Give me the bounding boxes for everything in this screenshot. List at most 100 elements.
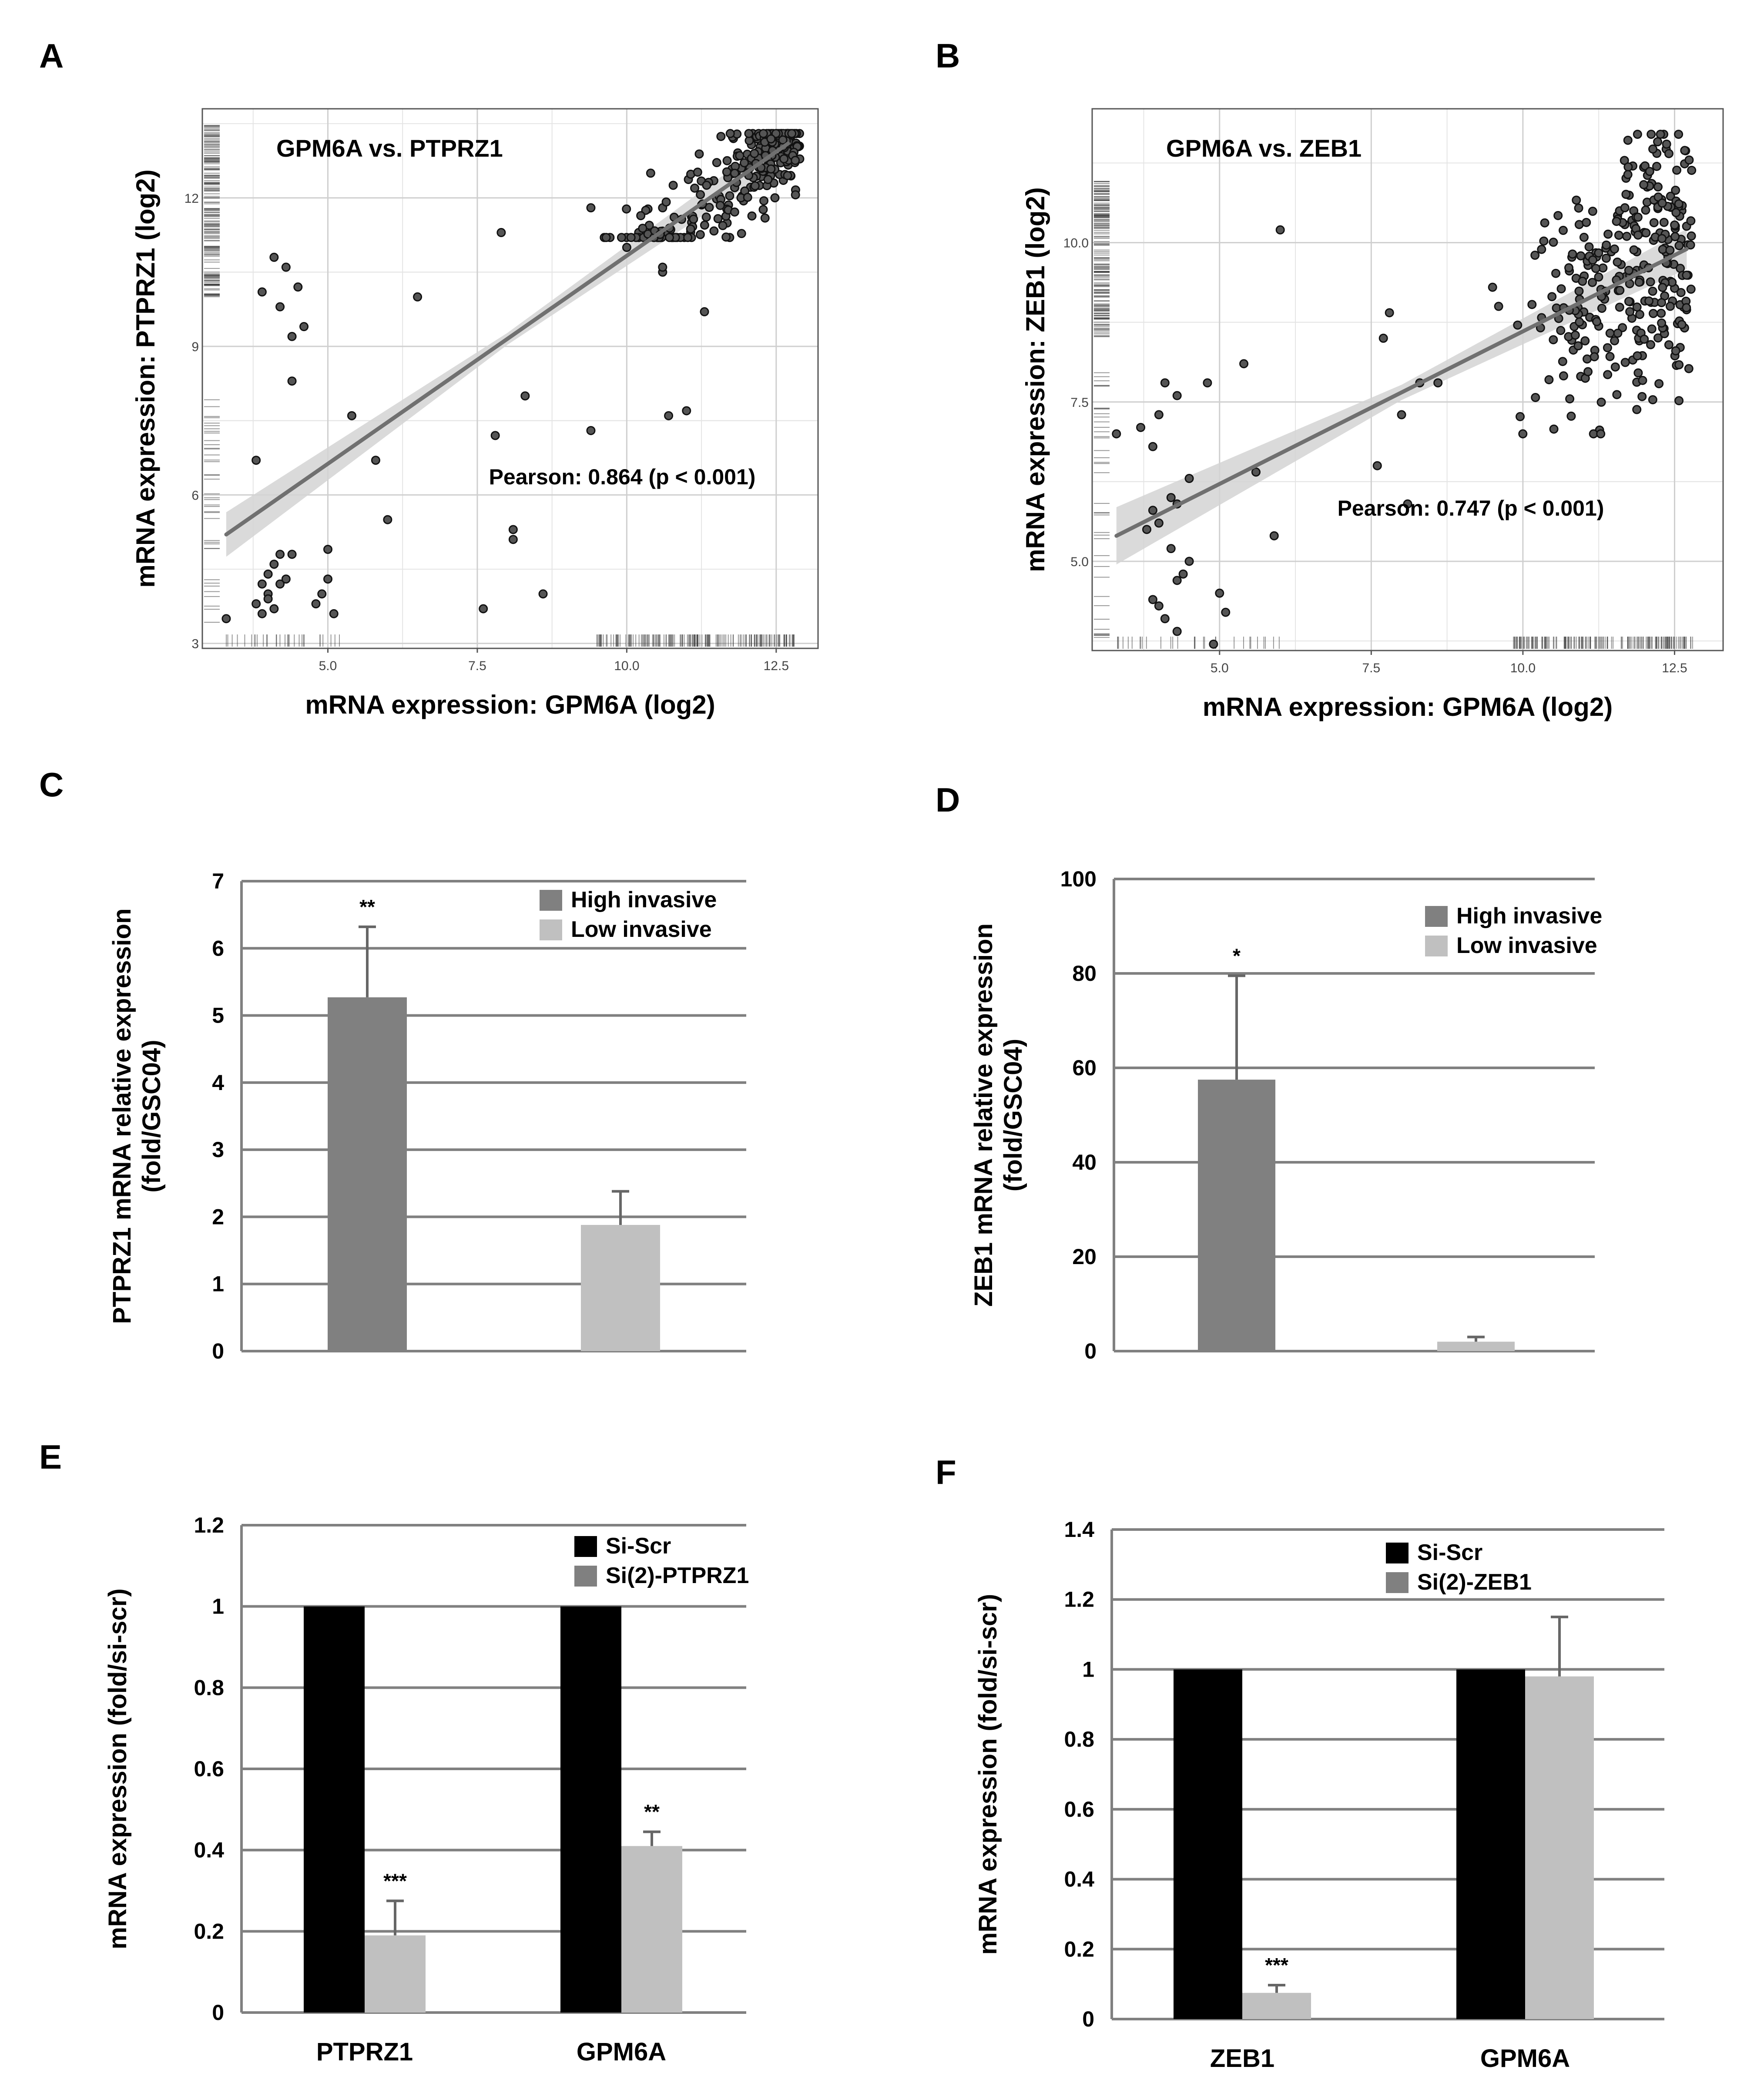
data-point [1548, 293, 1556, 301]
data-point [1559, 226, 1567, 234]
data-point [1569, 250, 1576, 258]
data-point [1634, 213, 1642, 221]
data-point [1137, 423, 1145, 431]
data-point [1687, 217, 1695, 225]
data-point [1666, 302, 1674, 310]
data-point [1671, 233, 1679, 241]
figure: A BC DE F5.0 7.5 10.0 12.536912GPM6A vs. PTPRZ… [0, 0, 1764, 2090]
data-point [480, 605, 487, 613]
data-point [759, 130, 767, 138]
data-point [1675, 131, 1683, 138]
data-point [1575, 204, 1583, 212]
data-point [1549, 336, 1557, 344]
y-tick-label: 0.8 [194, 1675, 224, 1700]
data-point [1642, 206, 1650, 214]
data-point [1597, 398, 1605, 406]
data-point [745, 130, 753, 138]
chart-title: GPM6A vs. ZEB1 [1166, 134, 1362, 162]
y-tick-label: 12 [184, 191, 199, 206]
data-point [1633, 131, 1641, 138]
bar-si-2-zeb1 [1525, 1677, 1594, 2020]
data-point [1633, 352, 1641, 360]
data-point [1671, 221, 1679, 229]
data-point [1673, 166, 1681, 174]
data-point [684, 234, 692, 242]
bar-si-scr [1456, 1669, 1525, 2019]
y-tick-label: 5.0 [1070, 555, 1089, 569]
data-point [1113, 430, 1120, 438]
y-tick-label: 1 [212, 1594, 224, 1619]
data-point [1649, 309, 1657, 317]
legend-swatch [1386, 1572, 1409, 1593]
data-point [264, 595, 272, 603]
data-point [1611, 363, 1619, 371]
data-point [767, 165, 775, 173]
significance-label: *** [1265, 1954, 1288, 1976]
data-point [1657, 309, 1665, 317]
data-point [1541, 219, 1549, 227]
y-tick-label: 1.2 [1064, 1587, 1094, 1612]
y-tick-label: 0 [1082, 2007, 1094, 2031]
data-point [1592, 265, 1600, 272]
category-label: GPM6A [577, 2038, 666, 2066]
data-point [1173, 577, 1181, 584]
data-point [717, 133, 725, 141]
data-point [1566, 395, 1574, 403]
y-tick-label: 1.2 [194, 1513, 224, 1537]
data-point [539, 590, 547, 598]
chart-title: GPM6A vs. PTPRZ1 [276, 134, 503, 162]
data-point [623, 244, 630, 252]
significance-label: *** [383, 1869, 407, 1892]
data-point [639, 225, 647, 232]
data-point [1657, 131, 1664, 138]
data-point [587, 204, 595, 212]
data-point [1379, 334, 1387, 342]
data-point [1625, 298, 1633, 305]
data-point [330, 610, 338, 617]
data-point [665, 234, 673, 242]
panel-letter-f: F [936, 1453, 956, 1491]
data-point [1573, 196, 1580, 204]
data-point [1623, 232, 1631, 240]
bar-low-invasive [1437, 1342, 1515, 1351]
data-point [252, 600, 260, 608]
panel-letter-a: A [39, 37, 64, 75]
data-point [587, 426, 595, 434]
data-point [1593, 318, 1601, 325]
data-point [312, 600, 320, 608]
panel-c-bars: 01234567** High invasiveLow invasivePTPRZ… [108, 869, 746, 1363]
data-point [1528, 301, 1536, 309]
data-point [1647, 341, 1655, 349]
data-point [1557, 285, 1565, 293]
legend-label: Si(2)-ZEB1 [1417, 1570, 1532, 1595]
panel-f-bars: 00.20.40.60.811.21.4***ZEB1 GPM6ASi-ScrSi… [974, 1517, 1664, 2073]
data-point [723, 157, 731, 164]
y-tick-label: 7 [212, 869, 224, 893]
data-point [1611, 337, 1619, 345]
data-point [1595, 273, 1603, 281]
data-point [258, 610, 266, 617]
data-point [1531, 252, 1539, 259]
data-point [1575, 287, 1583, 295]
legend-label: High invasive [1456, 903, 1602, 929]
y-tick-label: 1.4 [1064, 1517, 1094, 1542]
data-point [1550, 425, 1558, 433]
data-point [1545, 376, 1553, 384]
data-point [258, 288, 266, 296]
data-point [690, 215, 698, 223]
y-tick-label: 0.8 [1064, 1727, 1094, 1751]
bar-si-scr [1174, 1669, 1242, 2019]
data-point [1606, 329, 1614, 337]
data-point [1577, 252, 1585, 260]
legend-swatch [574, 1566, 597, 1587]
data-point [1604, 230, 1612, 238]
data-point [1672, 347, 1680, 355]
y-tick-label: 5 [212, 1003, 224, 1028]
data-point [509, 536, 517, 543]
data-point [1658, 235, 1666, 242]
data-point [662, 198, 670, 206]
data-point [1634, 369, 1642, 377]
data-point [1666, 246, 1674, 254]
data-point [751, 150, 758, 158]
y-tick-label: 9 [191, 340, 199, 354]
